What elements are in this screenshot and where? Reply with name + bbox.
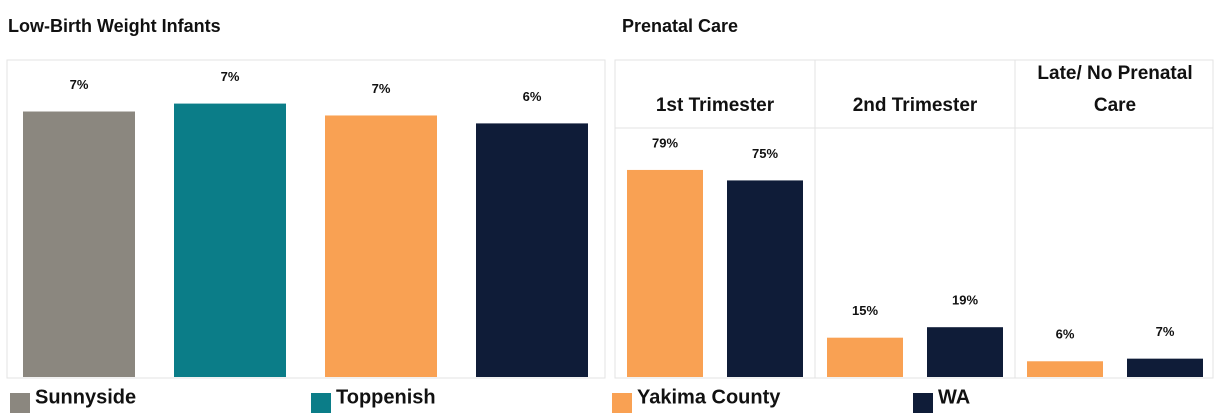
group-label: 2nd Trimester	[852, 95, 978, 116]
left-frame	[6, 59, 606, 379]
bar	[1127, 358, 1203, 377]
value-label: 75%	[752, 146, 778, 161]
legend-label: WA	[938, 386, 970, 408]
value-label: 7%	[1156, 324, 1175, 339]
bar	[476, 123, 588, 378]
chart-title: Prenatal Care	[622, 16, 738, 36]
right-frame	[614, 59, 1214, 379]
group-label: Late/ No Prenatal Care	[1037, 63, 1193, 116]
legend-swatch	[311, 393, 331, 413]
value-label: 7%	[70, 77, 89, 92]
bar	[325, 115, 437, 377]
value-label: 7%	[221, 69, 240, 84]
value-label: 79%	[652, 135, 678, 150]
legend-swatch	[10, 393, 30, 413]
bar	[727, 180, 803, 377]
value-label: 6%	[1056, 327, 1075, 342]
bar	[827, 337, 903, 377]
legend-swatch	[913, 393, 933, 413]
legend-label: Toppenish	[336, 386, 436, 408]
legend-label: Yakima County	[637, 386, 781, 408]
value-label: 19%	[952, 293, 978, 308]
value-label: 7%	[372, 81, 391, 96]
bar	[627, 169, 703, 377]
bar	[1027, 361, 1103, 377]
legend-swatch	[612, 393, 632, 413]
bar	[174, 103, 286, 378]
legend-label: Sunnyside	[35, 386, 136, 408]
chart-title: Low-Birth Weight Infants	[8, 16, 221, 36]
group-label: 1st Trimester	[655, 95, 775, 116]
bar	[23, 111, 135, 377]
value-label: 6%	[523, 89, 542, 104]
value-label: 15%	[852, 303, 878, 318]
bar	[927, 327, 1003, 377]
